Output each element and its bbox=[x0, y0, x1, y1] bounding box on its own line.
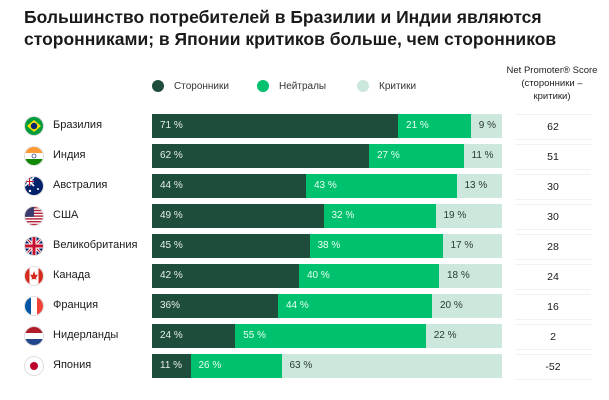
bar-segment-neutrals: 43 % bbox=[306, 174, 457, 198]
bar-segment-neutrals: 38 % bbox=[309, 234, 443, 258]
canada-flag-icon bbox=[25, 267, 43, 285]
bar-segment-neutrals: 32 % bbox=[323, 204, 436, 228]
bar-segment-critics: 9 % bbox=[470, 114, 502, 138]
bar-segment-critics: 22 % bbox=[425, 324, 502, 348]
japan-flag-icon bbox=[25, 357, 43, 375]
bar-segment-promoters: 42 % bbox=[152, 264, 299, 288]
india-flag-icon bbox=[25, 147, 43, 165]
category-label: США bbox=[53, 209, 79, 221]
bar-segment-critics: 18 % bbox=[439, 264, 502, 288]
nps-value: 30 bbox=[515, 174, 591, 200]
category-label: Австралия bbox=[53, 179, 108, 191]
chart-row: Австралия 44 % 43 % 13 % 30 bbox=[0, 174, 609, 200]
stacked-bar: 11 % 26 % 63 % bbox=[152, 354, 502, 378]
nps-value: 30 bbox=[515, 204, 591, 230]
chart-row: Великобритания 45 % 38 % 17 % 28 bbox=[0, 234, 609, 260]
bar-segment-neutrals: 44 % bbox=[278, 294, 432, 318]
legend-item: Сторонники bbox=[152, 80, 229, 92]
chart-row: Канада 42 % 40 % 18 % 24 bbox=[0, 264, 609, 290]
nps-header: Net Promoter® Score (сторонники – критик… bbox=[506, 65, 598, 102]
category-label: Канада bbox=[53, 269, 91, 281]
bar-segment-neutrals: 55 % bbox=[235, 324, 426, 348]
bar-segment-critics: 17 % bbox=[442, 234, 502, 258]
nps-value: 51 bbox=[515, 144, 591, 170]
bar-segment-critics: 19 % bbox=[435, 204, 502, 228]
bar-segment-neutrals: 27 % bbox=[369, 144, 464, 168]
bar-segment-critics: 11 % bbox=[463, 144, 502, 168]
usa-flag-icon bbox=[25, 207, 43, 225]
stacked-bar: 49 % 32 % 19 % bbox=[152, 204, 502, 228]
category-label: Нидерланды bbox=[53, 329, 119, 341]
france-flag-icon bbox=[25, 297, 43, 315]
legend-item: Критики bbox=[357, 80, 416, 92]
category-label: Франция bbox=[53, 299, 99, 311]
bar-segment-promoters: 49 % bbox=[152, 204, 324, 228]
chart-row: Индия 62 % 27 % 11 % 51 bbox=[0, 144, 609, 170]
chart-title: Большинство потребителей в Бразилии и Ин… bbox=[24, 7, 557, 49]
legend-label: Критики bbox=[379, 80, 417, 92]
bar-segment-neutrals: 26 % bbox=[190, 354, 282, 378]
bar-segment-neutrals: 21 % bbox=[398, 114, 471, 138]
legend-dot-icon bbox=[152, 80, 164, 92]
legend-label: Нейтралы bbox=[279, 80, 327, 92]
nps-value: 62 bbox=[515, 114, 591, 140]
chart-row: Нидерланды 24 % 55 % 22 % 2 bbox=[0, 324, 609, 350]
chart-row: США 49 % 32 % 19 % 30 bbox=[0, 204, 609, 230]
brazil-flag-icon bbox=[25, 117, 43, 135]
stacked-bar: 71 % 21 % 9 % bbox=[152, 114, 502, 138]
chart-row: Япония 11 % 26 % 63 % -52 bbox=[0, 354, 609, 380]
chart-row: Франция 36% 44 % 20 % 16 bbox=[0, 294, 609, 320]
stacked-bar: 44 % 43 % 13 % bbox=[152, 174, 502, 198]
nps-value: 2 bbox=[515, 324, 591, 350]
nps-value: -52 bbox=[515, 354, 591, 380]
bar-segment-promoters: 11 % bbox=[152, 354, 191, 378]
nps-value: 24 bbox=[515, 264, 591, 290]
bar-segment-promoters: 45 % bbox=[152, 234, 310, 258]
bar-segment-promoters: 24 % bbox=[152, 324, 236, 348]
uk-flag-icon bbox=[25, 237, 43, 255]
bar-segment-neutrals: 40 % bbox=[299, 264, 439, 288]
legend-dot-icon bbox=[257, 80, 269, 92]
bar-segment-promoters: 71 % bbox=[152, 114, 399, 138]
australia-flag-icon bbox=[25, 177, 43, 195]
nps-value: 28 bbox=[515, 234, 591, 260]
bar-segment-promoters: 36% bbox=[152, 294, 278, 318]
stacked-bar: 45 % 38 % 17 % bbox=[152, 234, 502, 258]
chart-row: Бразилия 71 % 21 % 9 % 62 bbox=[0, 114, 609, 140]
stacked-bar: 36% 44 % 20 % bbox=[152, 294, 502, 318]
legend-label: Сторонники bbox=[174, 80, 229, 92]
bar-segment-promoters: 44 % bbox=[152, 174, 306, 198]
category-label: Бразилия bbox=[53, 119, 103, 131]
category-label: Япония bbox=[53, 359, 92, 371]
bar-segment-promoters: 62 % bbox=[152, 144, 369, 168]
stacked-bar: 24 % 55 % 22 % bbox=[152, 324, 502, 348]
bar-segment-critics: 20 % bbox=[432, 294, 502, 318]
category-label: Великобритания bbox=[53, 239, 138, 251]
legend-item: Нейтралы bbox=[257, 80, 326, 92]
category-label: Индия bbox=[53, 149, 86, 161]
stacked-bar: 42 % 40 % 18 % bbox=[152, 264, 502, 288]
bar-segment-critics: 63 % bbox=[281, 354, 502, 378]
stacked-bar: 62 % 27 % 11 % bbox=[152, 144, 502, 168]
legend-dot-icon bbox=[357, 80, 369, 92]
nps-value: 16 bbox=[515, 294, 591, 320]
bar-segment-critics: 13 % bbox=[456, 174, 502, 198]
netherlands-flag-icon bbox=[25, 327, 43, 345]
